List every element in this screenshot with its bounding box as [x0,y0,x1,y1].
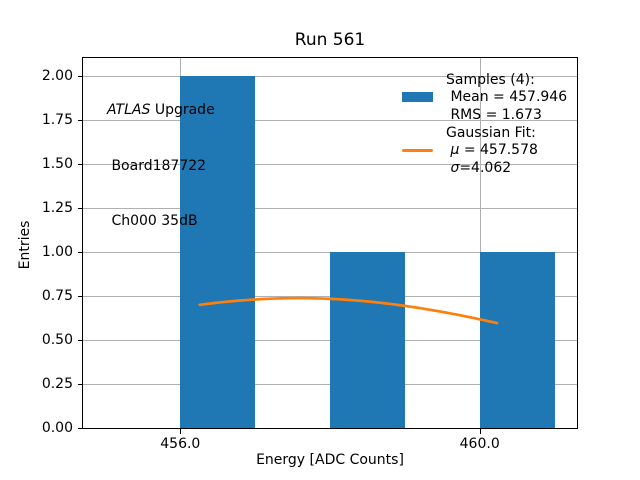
annotation-line-1: ATLAS Upgrade [107,101,215,120]
legend-fit-line-icon [402,148,433,152]
legend-samples-swatch-icon [402,92,433,103]
histogram-bar [180,75,256,428]
y-tick-label: 1.25 [41,199,73,216]
gridline [83,75,577,77]
legend-handle-spacer [402,167,433,168]
legend-label: Samples (4): [446,71,535,88]
gridline [83,119,577,121]
y-tick-mark [78,119,83,121]
x-tick-label: 460.0 [459,436,500,452]
gridline [83,163,577,165]
legend-handle-spacer [402,132,433,133]
gaussian-curve-path [198,296,499,325]
y-tick-label: 0.75 [41,287,73,304]
legend-row: μ = 457.578 [402,141,567,159]
legend-greek-symbol: μ [450,142,460,159]
annotation-text: ATLAS Upgrade Board187722 Ch000 35dB [107,64,215,268]
y-tick-label: 0.25 [41,375,73,392]
y-tick-label: 1.75 [41,111,73,128]
legend-label: Gaussian Fit: [446,124,536,141]
legend-handle-spacer [402,114,433,115]
annotation-line-3: Ch000 35dB [107,213,198,229]
y-tick-mark [78,339,83,341]
legend-label: RMS = 1.673 [446,106,542,123]
y-tick-mark [78,251,83,253]
legend-row: σ =4.062 [402,159,567,177]
legend-row: Mean = 457.946 [402,89,567,107]
legend-label: =4.062 [459,159,512,176]
y-tick-mark [78,383,83,385]
chart-title: Run 561 [294,30,366,50]
x-tick-mark [180,429,182,434]
annotation-atlas: ATLAS [107,102,151,118]
x-axis-label: Energy [ADC Counts] [256,452,404,468]
x-tick-mark [479,429,481,434]
legend-row: Gaussian Fit: [402,124,567,142]
y-tick-mark [78,207,83,209]
legend-label: = 457.578 [459,142,538,159]
y-tick-label: 1.50 [41,155,73,172]
legend-greek-symbol: σ [450,159,460,176]
y-tick-label: 2.00 [41,67,73,84]
legend-row: RMS = 1.673 [402,106,567,124]
y-tick-mark [78,428,83,429]
x-tick-label: 456.0 [160,436,201,452]
y-tick-mark [78,295,83,297]
y-tick-label: 0.00 [41,420,73,436]
histogram-bar [479,251,555,428]
y-tick-label: 1.00 [41,243,73,260]
annotation-line-2: Board187722 [107,157,207,174]
legend: Samples (4): Mean = 457.946 RMS = 1.673 G… [402,71,567,177]
y-tick-label: 0.50 [41,331,73,348]
gridline [83,207,577,209]
gridline [479,58,481,428]
histogram-bar [330,251,405,428]
annotation-upgrade: Upgrade [150,102,215,118]
legend-row: Samples (4): [402,71,567,89]
gaussian-fit-curve [198,296,499,325]
plot-area: ATLAS Upgrade Board187722 Ch000 35dB Sam… [82,57,578,429]
y-tick-mark [78,75,83,77]
legend-handle-spacer [402,79,433,80]
y-tick-mark [78,163,83,165]
legend-label: Mean = 457.946 [446,89,568,106]
